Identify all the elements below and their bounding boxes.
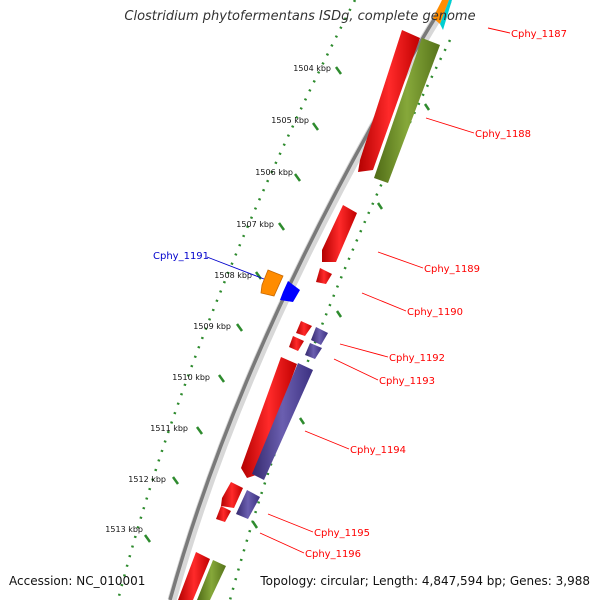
kbp-tick	[171, 476, 180, 485]
gene-label[interactable]: Cphy_1191	[153, 251, 209, 262]
gene-cphy-1193[interactable]	[289, 336, 322, 359]
kbp-label: 1513 kbp	[105, 525, 143, 534]
gene-cphy-1190[interactable]	[316, 268, 332, 284]
kbp-tick	[143, 534, 152, 543]
outer-dotted-ring	[116, 0, 357, 600]
label-leaders	[206, 27, 511, 554]
gene-cphy-1189[interactable]	[322, 205, 357, 262]
inner-dotted-ring	[228, 39, 452, 600]
kbp-label: 1509 kbp	[193, 322, 231, 331]
kbp-tick	[277, 222, 286, 231]
kbp-tick	[334, 66, 343, 75]
inner-ticks	[251, 103, 431, 529]
kbp-label: 1508 kbp	[214, 271, 252, 280]
gene-cphy-1194[interactable]	[241, 357, 313, 480]
kbp-label: 1506 kbp	[255, 168, 293, 177]
gene-cphy-1195[interactable]	[221, 482, 260, 519]
kbp-tick	[217, 374, 226, 383]
kbp-label: 1511 kbp	[150, 424, 188, 433]
kbp-label: 1507 kbp	[236, 220, 274, 229]
kbp-label: 1504 kbp	[293, 64, 331, 73]
kbp-label: 1510 kbp	[172, 373, 210, 382]
gene-bottom[interactable]	[178, 552, 226, 600]
gene-label[interactable]: Cphy_1188	[475, 129, 531, 140]
kbp-tick	[195, 426, 204, 435]
kbp-label: 1512 kbp	[128, 475, 166, 484]
gene-label[interactable]: Cphy_1189	[424, 264, 480, 275]
kbp-tick	[235, 323, 244, 332]
gene-label[interactable]: Cphy_1195	[314, 528, 370, 539]
gene-label[interactable]: Cphy_1193	[379, 376, 435, 387]
accession-label: Accession: NC_010001	[9, 574, 146, 588]
map-title: Clostridium phytofermentans ISDg, comple…	[124, 9, 476, 24]
gene-cphy-1187[interactable]	[433, 0, 452, 30]
gene-label[interactable]: Cphy_1194	[350, 445, 406, 456]
genome-stats: Topology: circular; Length: 4,847,594 bp…	[260, 574, 590, 588]
gene-label[interactable]: Cphy_1187	[511, 29, 567, 40]
gene-cphy-1196[interactable]	[216, 506, 231, 522]
gene-cphy-1192[interactable]	[296, 321, 328, 345]
gene-label[interactable]: Cphy_1192	[389, 353, 445, 364]
gene-cphy-1188[interactable]	[358, 30, 440, 183]
kbp-ticks	[143, 66, 343, 543]
gene-cphy-1191[interactable]	[260, 269, 300, 302]
kbp-label: 1505 kbp	[271, 116, 309, 125]
gene-label[interactable]: Cphy_1190	[407, 307, 463, 318]
gene-label[interactable]: Cphy_1196	[305, 549, 361, 560]
kbp-tick	[293, 173, 302, 182]
kbp-tick	[311, 122, 320, 131]
